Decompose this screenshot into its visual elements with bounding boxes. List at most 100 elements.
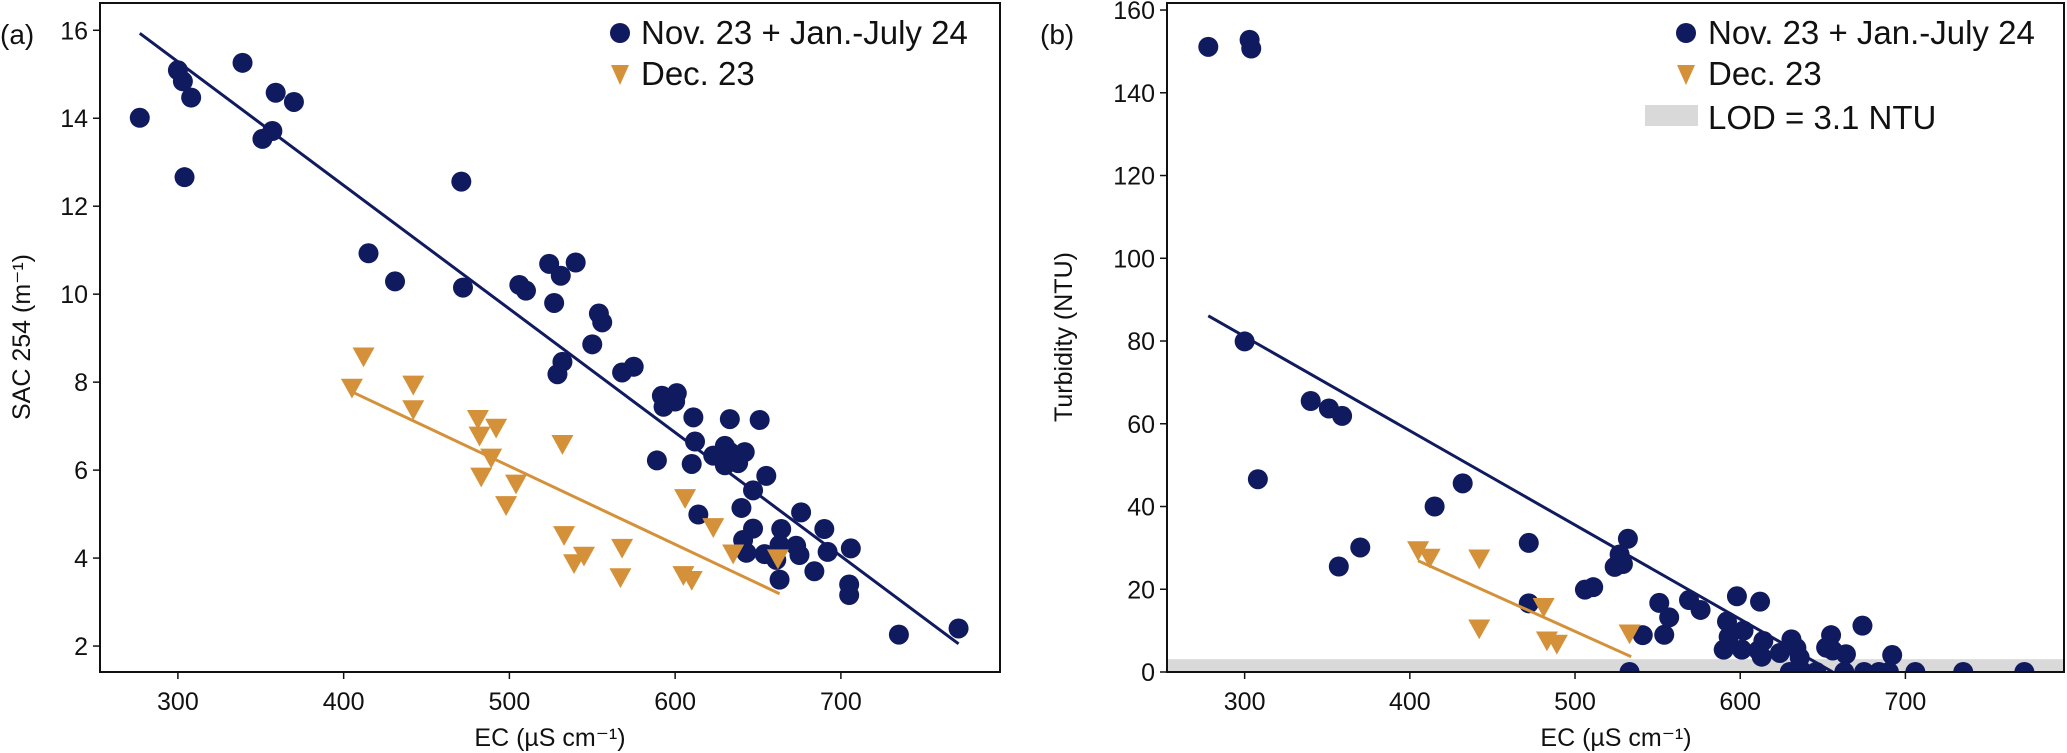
legend-entry-label: Dec. 23 xyxy=(641,55,755,92)
panel-b-lod-band xyxy=(1167,659,2064,672)
panel-a-point-dec xyxy=(702,518,725,538)
panel-a-x-tick-label: 400 xyxy=(323,688,365,716)
panel-a-x-tick-label: 500 xyxy=(489,688,531,716)
panel-b-point-nov-jul xyxy=(1654,624,1675,645)
panel-a-point-dec xyxy=(766,549,789,570)
panel-b-point-nov-jul xyxy=(1882,645,1903,666)
panel-b-fit-line-nov-jul xyxy=(1207,314,1834,672)
panel-b-y-tick-label: 100 xyxy=(1113,245,1155,273)
legend-entry-label: Nov. 23 + Jan.-July 24 xyxy=(641,14,968,51)
panel-b-y-tick-label: 140 xyxy=(1113,80,1155,108)
panel-a-point-nov-jul xyxy=(840,538,861,559)
panel-a-point-dec xyxy=(466,409,489,430)
panel-b-x-tick-label: 700 xyxy=(1885,688,1927,716)
panel-a-y-tick-label: 16 xyxy=(60,17,88,45)
panel-b-point-nov-jul xyxy=(1452,473,1473,494)
panel-a-point-nov-jul xyxy=(515,280,536,301)
panel-a-point-dec xyxy=(340,378,363,399)
panel-b-point-nov-jul xyxy=(1717,611,1738,632)
legend-lod-patch xyxy=(1645,105,1698,126)
panel-b-y-axis-label: Turbidity (NTU) xyxy=(1050,252,1078,422)
panel-a-point-nov-jul xyxy=(623,356,644,377)
panel-b-point-nov-jul xyxy=(1424,496,1445,517)
panel-a-point-nov-jul xyxy=(582,334,603,355)
panel-a-point-dec xyxy=(352,347,375,368)
panel-b-point-nov-jul xyxy=(1234,331,1255,352)
panel-a-point-dec xyxy=(572,546,595,567)
panel-a-point-nov-jul xyxy=(174,167,195,188)
panel-a-point-nov-jul xyxy=(358,243,379,264)
panel-b-x-tick-label: 500 xyxy=(1554,688,1596,716)
panel-a-point-nov-jul xyxy=(814,519,835,540)
panel-b-point-dec xyxy=(1407,541,1430,562)
panel-b-point-nov-jul xyxy=(1617,528,1638,549)
panel-a-point-nov-jul xyxy=(451,171,472,192)
panel-b-point-nov-jul xyxy=(1518,532,1539,553)
panel-b-point-nov-jul xyxy=(1612,554,1633,575)
legend-marker-circle xyxy=(610,23,630,43)
panel-a-point-nov-jul xyxy=(683,407,704,428)
panel-b-y-tick-label: 40 xyxy=(1127,494,1155,522)
panel-b-point-nov-jul xyxy=(1649,592,1670,613)
panel-a-legend: Nov. 23 + Jan.-July 24 Dec. 23 xyxy=(610,14,968,92)
legend-marker-circle xyxy=(1676,23,1696,43)
panel-b-legend: Nov. 23 + Jan.-July 24 Dec. 23 LOD = 3.1 N… xyxy=(1645,14,2035,136)
panel-b-y-tick-label: 60 xyxy=(1127,411,1155,439)
panel-b-x-tick-label: 600 xyxy=(1719,688,1761,716)
panel-b-point-nov-jul xyxy=(1350,537,1371,558)
panel-a-frame xyxy=(99,2,1001,673)
panel-a-point-dec xyxy=(551,435,574,455)
panel-a-y-tick-label: 6 xyxy=(74,457,88,485)
panel-b-point-nov-jul xyxy=(1905,662,1926,672)
panel-a-y-tick-label: 12 xyxy=(60,193,88,221)
panel-a-point-dec xyxy=(553,526,576,546)
panel-a-point-nov-jul xyxy=(547,364,568,385)
panel-a-fit-line-nov-jul xyxy=(138,32,960,646)
panel-a-point-dec xyxy=(563,554,586,575)
panel-a-point-dec xyxy=(505,474,528,495)
panel-a-point-dec xyxy=(611,538,634,559)
panel-a-y-tick-label: 4 xyxy=(74,545,88,573)
panel-b-point-dec xyxy=(1418,548,1441,569)
panel-a-point-dec xyxy=(495,496,518,516)
panel-a-point-nov-jul xyxy=(756,465,777,486)
panel-a-point-nov-jul xyxy=(646,450,667,471)
panel-a-point-nov-jul xyxy=(791,502,812,523)
panel-b-point-dec xyxy=(1532,597,1555,618)
panel-b-point-nov-jul xyxy=(1953,662,1974,672)
panel-b-point-nov-jul xyxy=(1583,577,1604,598)
panel-a-point-nov-jul xyxy=(550,265,571,286)
panel-a-point-nov-jul xyxy=(804,561,825,582)
panel-a-point-nov-jul xyxy=(129,107,150,128)
panel-a-point-nov-jul xyxy=(731,497,752,518)
legend-marker-triangle xyxy=(1677,65,1695,85)
panel-a-fit-line-dec xyxy=(351,390,781,596)
panel-a-point-nov-jul xyxy=(283,91,304,112)
panel-a-point-dec xyxy=(468,426,491,447)
panel-b-point-nov-jul xyxy=(1748,640,1769,661)
panel-b-frame xyxy=(1166,2,2065,673)
panel-a-point-nov-jul xyxy=(789,545,810,566)
panel-b-point-nov-jul xyxy=(1726,586,1747,607)
panel-b-x-axis-label: EC (µS cm⁻¹) xyxy=(1540,724,1691,752)
panel-a-y-tick-label: 8 xyxy=(74,369,88,397)
panel-b-point-nov-jul xyxy=(1750,591,1771,612)
panel-a-x-tick-label: 700 xyxy=(820,688,862,716)
panel-b-point-nov-jul xyxy=(1659,607,1680,628)
panel-b-point-nov-jul xyxy=(1852,615,1873,636)
panel-a-point-nov-jul xyxy=(817,541,838,562)
panel-a-point-nov-jul xyxy=(592,312,613,333)
panel-a-point-dec xyxy=(485,418,508,439)
panel-b-y-tick-label: 20 xyxy=(1127,576,1155,604)
panel-a-point-dec xyxy=(402,375,425,396)
panel-b-point-nov-jul xyxy=(1769,642,1790,663)
panel-b-turbidity: (b) EC (µS cm⁻¹) Turbidity (NTU) 300 400 5… xyxy=(1040,0,2065,752)
panel-a-point-nov-jul xyxy=(265,82,286,103)
panel-b-y-tick-label: 80 xyxy=(1127,328,1155,356)
legend-lod-label: LOD = 3.1 NTU xyxy=(1708,99,1936,136)
panel-a-y-tick-label: 10 xyxy=(60,281,88,309)
panel-a-point-nov-jul xyxy=(769,569,790,590)
panel-b-y-tick-label: 120 xyxy=(1113,163,1155,191)
panel-b-point-nov-jul xyxy=(1247,469,1268,490)
